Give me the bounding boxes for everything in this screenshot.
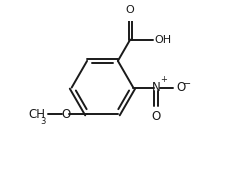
Text: O: O — [61, 108, 70, 121]
Text: 3: 3 — [40, 117, 45, 126]
Text: OH: OH — [154, 35, 171, 44]
Text: O: O — [176, 81, 185, 94]
Text: O: O — [151, 110, 160, 123]
Text: CH: CH — [28, 108, 45, 121]
Text: O: O — [125, 5, 134, 15]
Text: +: + — [160, 75, 166, 84]
Text: −: − — [183, 80, 191, 90]
Text: N: N — [151, 81, 160, 94]
